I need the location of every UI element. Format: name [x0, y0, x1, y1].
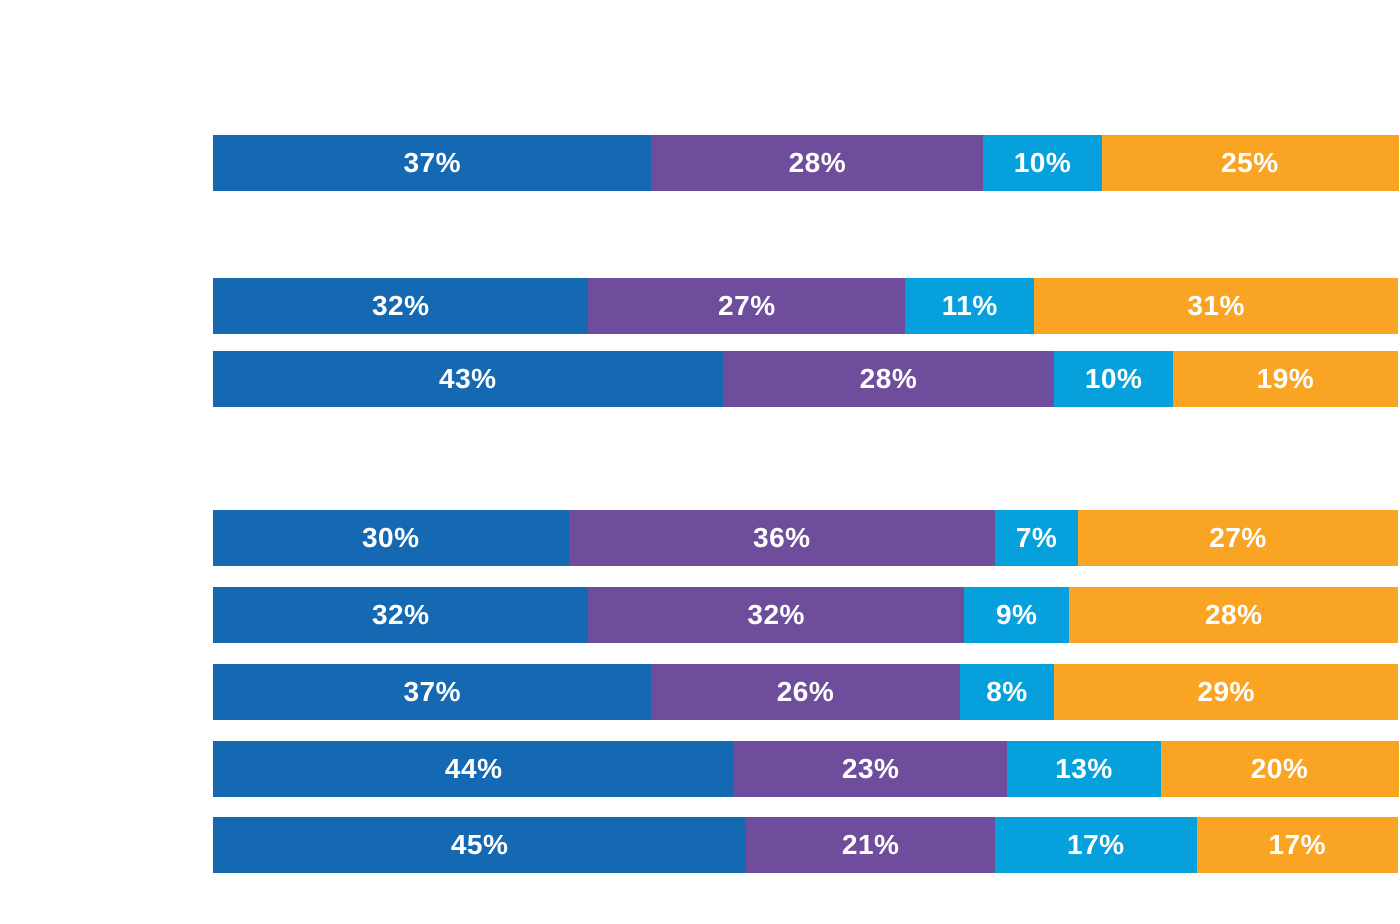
bar-segment	[1069, 587, 1399, 643]
data-label: 32%	[747, 599, 805, 630]
data-label: 11%	[941, 290, 998, 321]
data-label: 32%	[371, 290, 430, 321]
data-label: 45%	[450, 829, 509, 860]
bar-segment	[959, 664, 1055, 720]
data-label: 30%	[361, 522, 420, 553]
bar-segment	[1034, 278, 1399, 334]
bar-segment	[213, 587, 589, 643]
bar-segment	[588, 278, 906, 334]
bar-segment	[746, 817, 996, 873]
bar-segment	[651, 135, 984, 191]
data-label: 36%	[753, 522, 811, 553]
data-label: 26%	[776, 676, 835, 707]
data-label: 28%	[1204, 599, 1263, 630]
data-label: 32%	[371, 599, 430, 630]
bar-segment	[213, 351, 724, 407]
data-label: 20%	[1250, 753, 1309, 784]
data-label: 23%	[841, 753, 900, 784]
data-label: 37%	[403, 676, 461, 707]
data-label: 43%	[439, 363, 497, 394]
bar-segment	[995, 817, 1198, 873]
bar-segment	[995, 510, 1079, 566]
data-label: 10%	[1013, 147, 1072, 178]
data-label: 21%	[841, 829, 900, 860]
data-label: 13%	[1055, 753, 1113, 784]
data-label: 10%	[1084, 363, 1143, 394]
data-label: 37%	[403, 147, 461, 178]
bar-segment	[1054, 351, 1174, 407]
bar-segment	[905, 278, 1035, 334]
bar-segment	[734, 741, 1008, 797]
data-label: 19%	[1256, 363, 1315, 394]
bar-segment	[1101, 135, 1399, 191]
bar-segment	[213, 510, 569, 566]
bar-segment	[213, 278, 589, 334]
data-label: 28%	[788, 147, 847, 178]
bar-segment	[1054, 664, 1399, 720]
data-label: 7%	[1015, 522, 1058, 553]
bar-segment	[722, 351, 1055, 407]
data-label: 29%	[1197, 676, 1255, 707]
data-label: 25%	[1221, 147, 1279, 178]
bar-segment	[213, 664, 652, 720]
data-label: 9%	[995, 599, 1038, 630]
bar-segment	[213, 817, 747, 873]
data-label: 31%	[1187, 290, 1245, 321]
data-label: 28%	[859, 363, 918, 394]
data-label: 44%	[444, 753, 503, 784]
bar-segment	[1196, 817, 1399, 873]
bar-segment	[983, 135, 1103, 191]
data-label: 17%	[1067, 829, 1125, 860]
bar-segment	[1161, 741, 1399, 797]
data-label: 27%	[1209, 522, 1267, 553]
bar-segment	[963, 587, 1070, 643]
bar-segment	[1078, 510, 1399, 566]
bar-segment	[1006, 741, 1162, 797]
bar-segment	[568, 510, 996, 566]
bar-segment	[213, 741, 735, 797]
bar-segment	[1172, 351, 1399, 407]
data-label: 8%	[986, 676, 1028, 707]
bar-segment	[588, 587, 965, 643]
data-label: 27%	[718, 290, 776, 321]
data-label: 17%	[1268, 829, 1327, 860]
bar-segment	[651, 664, 961, 720]
bar-segment	[213, 135, 652, 191]
